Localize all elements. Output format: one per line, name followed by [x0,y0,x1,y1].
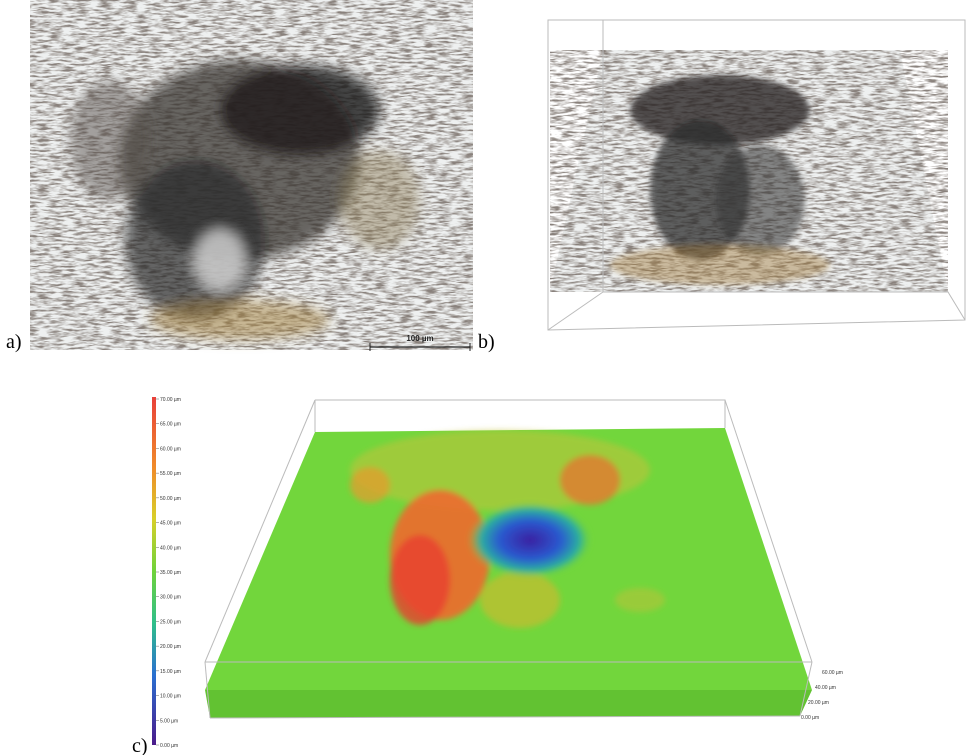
figure: 100 µm a) b) 70.00 µm 65.00 µm 60.00 µm 55.… [0,0,971,755]
colorbar-label: 20.00 µm [160,644,181,650]
colorbar-label: 5.00 µm [160,718,178,724]
panel-b-image [548,20,965,330]
colorbar-label: 70.00 µm [160,397,181,403]
bounding-box [548,292,603,330]
colorbar-label: 60.00 µm [160,446,181,452]
colorbar-label: 50.00 µm [160,496,181,502]
panel-label: b) [478,331,495,353]
scale-bar-label: 100 µm [406,334,433,343]
panel-a-image: 100 µm [30,0,473,351]
axis-label: 0.00 µm [801,715,819,721]
colorbar-label: 0.00 µm [160,743,178,749]
bounding-box [315,400,725,428]
axis-label: 20.00 µm [808,700,829,706]
colorbar-label: 10.00 µm [160,694,181,700]
colorbar-label: 45.00 µm [160,521,181,527]
colorbar-label: 30.00 µm [160,595,181,601]
colorbar [152,397,156,745]
colorbar-label: 65.00 µm [160,422,181,428]
panel-label: c) [132,735,148,755]
colorbar-label: 15.00 µm [160,669,181,675]
colorbar-label: 40.00 µm [160,545,181,551]
colorbar-label: 35.00 µm [160,570,181,576]
surface-edge [205,690,812,718]
panel-label: a) [6,331,22,353]
axis-label: 60.00 µm [822,670,843,676]
panel-c-image [205,400,812,718]
colorbar-labels: 70.00 µm 65.00 µm 60.00 µm 55.00 µm 50.00 µm… [156,397,181,749]
colorbar-label: 25.00 µm [160,619,181,625]
colorbar-label: 55.00 µm [160,471,181,477]
axis-label: 40.00 µm [815,685,836,691]
